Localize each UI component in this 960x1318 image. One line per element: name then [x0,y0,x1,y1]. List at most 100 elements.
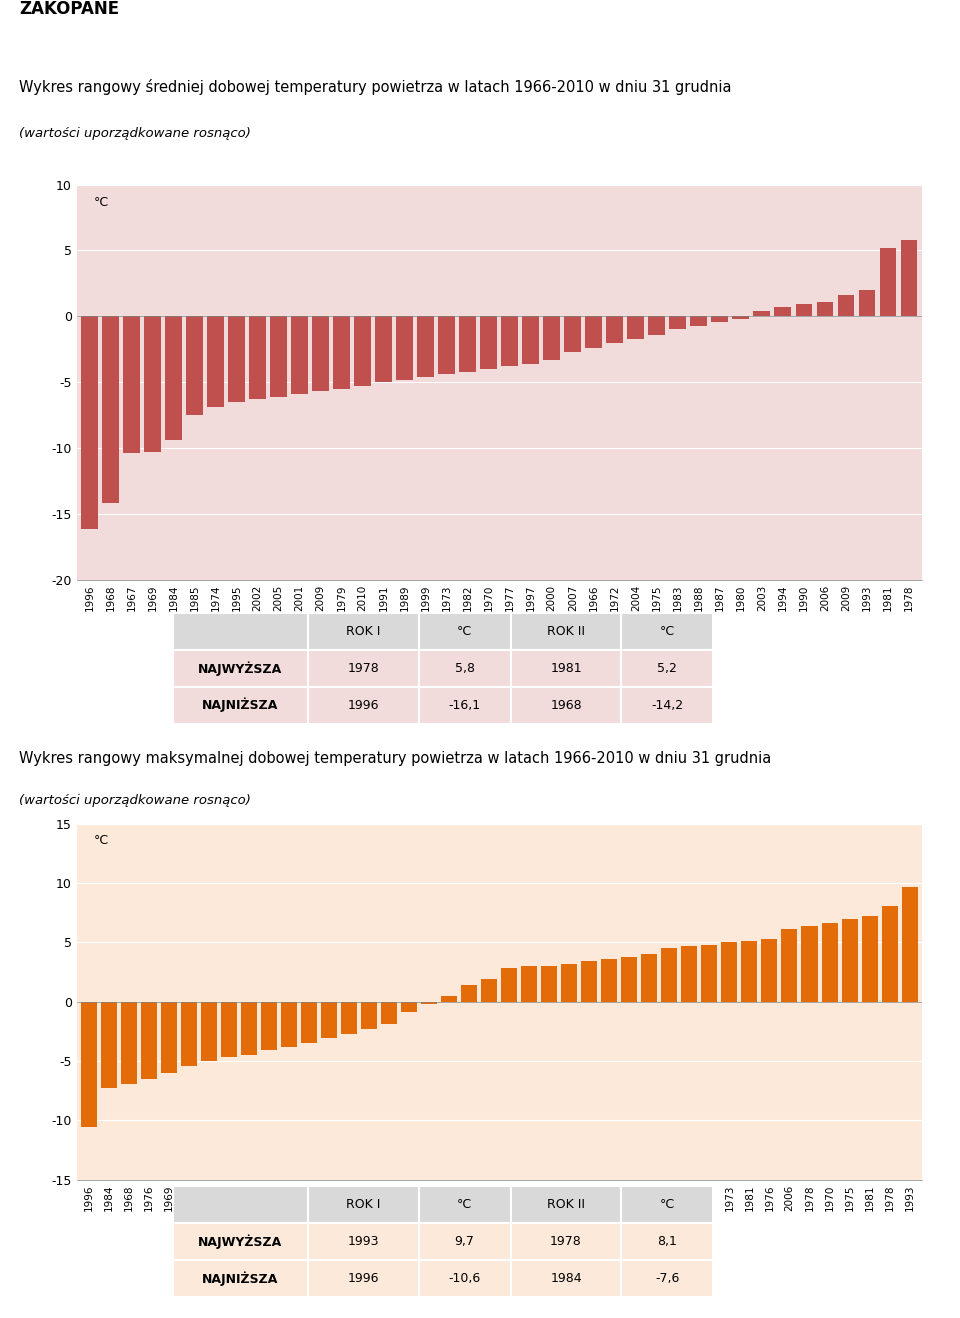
Text: °C: °C [457,625,472,638]
Text: °C: °C [660,625,675,638]
FancyBboxPatch shape [621,1260,713,1297]
FancyBboxPatch shape [308,1223,419,1260]
Bar [817,302,833,316]
Bar [261,1002,277,1050]
Text: (wartości uporządkowane rosnąco): (wartości uporządkowane rosnąco) [19,127,252,140]
FancyBboxPatch shape [419,1223,511,1260]
Bar [564,316,581,352]
Bar [858,290,876,316]
Bar [81,316,98,529]
Bar [396,316,413,380]
Bar [775,307,791,316]
Bar [207,316,224,407]
Bar [901,887,918,1002]
Bar [165,316,181,440]
Bar [141,1002,156,1078]
Bar [250,316,266,399]
FancyBboxPatch shape [173,687,308,724]
Text: 8,1: 8,1 [658,1235,678,1248]
Bar [669,316,686,330]
Bar [186,316,203,415]
Bar [201,1002,217,1061]
Text: ROK I: ROK I [346,625,380,638]
Bar [481,979,497,1002]
Text: 1968: 1968 [550,699,582,712]
Bar [586,316,602,348]
Bar [442,996,457,1002]
Bar [101,1002,117,1089]
Bar [312,316,329,391]
Text: -16,1: -16,1 [448,699,481,712]
Bar [421,1002,437,1004]
Text: (wartości uporządkowane rosnąco): (wartości uporządkowane rosnąco) [19,793,252,807]
Text: -7,6: -7,6 [656,1272,680,1285]
Text: 9,7: 9,7 [455,1235,474,1248]
FancyBboxPatch shape [511,687,621,724]
FancyBboxPatch shape [308,650,419,687]
Bar [361,1002,377,1029]
Bar [333,316,350,389]
Text: °C: °C [457,1198,472,1211]
Bar [541,966,557,1002]
FancyBboxPatch shape [621,687,713,724]
Text: 5,2: 5,2 [658,662,678,675]
FancyBboxPatch shape [173,1223,308,1260]
Text: Wykres rangowy maksymalnej dobowej temperatury powietrza w latach 1966-2010 w dn: Wykres rangowy maksymalnej dobowej tempe… [19,751,772,766]
FancyBboxPatch shape [419,613,511,650]
FancyBboxPatch shape [173,650,308,687]
Text: 1996: 1996 [348,699,379,712]
Bar [521,966,538,1002]
Bar [721,942,737,1002]
Bar [621,957,637,1002]
Bar [221,1002,237,1057]
FancyBboxPatch shape [173,1260,308,1297]
Bar [180,1002,197,1066]
Bar [861,916,877,1002]
Bar [161,1002,177,1073]
Bar [522,316,540,364]
Bar [822,924,837,1002]
FancyBboxPatch shape [419,1186,511,1223]
FancyBboxPatch shape [419,687,511,724]
FancyBboxPatch shape [308,1260,419,1297]
Bar [661,949,678,1002]
Text: °C: °C [660,1198,675,1211]
FancyBboxPatch shape [173,1186,308,1223]
Bar [711,316,729,322]
Bar [837,295,854,316]
Bar [581,961,597,1002]
Text: ZAKOPANE: ZAKOPANE [19,0,119,18]
FancyBboxPatch shape [621,650,713,687]
Bar [741,941,757,1002]
Bar [690,316,708,326]
Text: °C: °C [94,834,108,847]
FancyBboxPatch shape [173,613,308,650]
Text: -10,6: -10,6 [448,1272,481,1285]
FancyBboxPatch shape [511,613,621,650]
Bar [648,316,665,335]
Text: 1981: 1981 [550,662,582,675]
Bar [123,316,140,453]
Bar [761,938,778,1002]
Bar [121,1002,137,1083]
Bar [144,316,161,452]
Bar [81,1002,97,1127]
Bar [228,316,245,402]
Bar [641,954,658,1002]
FancyBboxPatch shape [621,613,713,650]
Text: ROK I: ROK I [346,1198,380,1211]
Bar [480,316,497,369]
Bar [401,1002,418,1012]
Text: NAJNIŻSZA: NAJNIŻSZA [203,697,278,713]
Text: ROK II: ROK II [547,625,585,638]
FancyBboxPatch shape [511,1260,621,1297]
Bar [628,316,644,339]
Bar [375,316,392,382]
Text: 1978: 1978 [348,662,379,675]
Bar [543,316,560,360]
Bar [321,1002,337,1039]
Bar [381,1002,397,1024]
Bar [879,248,897,316]
Bar [842,919,857,1002]
Bar [291,316,308,394]
